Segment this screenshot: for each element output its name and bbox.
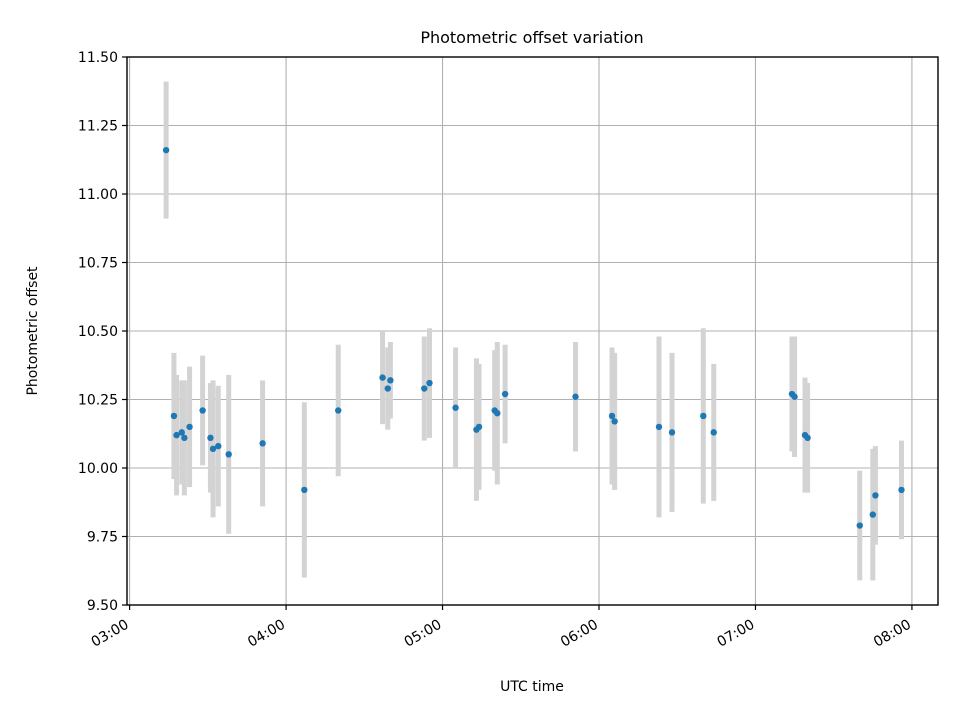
data-point	[225, 451, 232, 458]
y-tick-label: 11.50	[78, 50, 118, 66]
data-point	[452, 404, 459, 411]
data-point	[869, 511, 877, 518]
data-point	[872, 492, 879, 499]
data-point	[186, 423, 193, 431]
data-point	[426, 379, 433, 387]
data-point	[898, 486, 905, 494]
y-tick-label: 10.50	[78, 324, 118, 340]
y-tick-label: 9.50	[87, 598, 118, 614]
data-point	[173, 431, 180, 439]
data-point	[387, 377, 394, 384]
y-tick-label: 10.00	[78, 461, 118, 477]
x-tick-label: 08:00	[871, 617, 914, 651]
data-point	[856, 522, 863, 529]
data-point	[475, 423, 483, 431]
y-tick-label: 10.75	[78, 256, 118, 272]
data-point	[572, 393, 579, 400]
data-point	[209, 445, 217, 453]
y-axis-ticks: 9.50 9.75 10.00 10.25 10.50 10.75 11.00 11.25 11…	[78, 50, 127, 614]
data-point	[421, 385, 428, 392]
data-point	[181, 434, 188, 442]
y-tick-label: 10.25	[78, 393, 118, 409]
data-point	[259, 440, 266, 447]
data-point	[384, 385, 391, 392]
data-point	[162, 146, 170, 154]
x-tick-label: 05:00	[402, 617, 445, 651]
data-point	[215, 442, 222, 450]
x-tick-label: 07:00	[715, 617, 758, 651]
y-tick-label: 11.25	[78, 119, 118, 135]
x-axis-ticks: 03:00 04:00 05:00 06:00 07:00 08:00	[89, 605, 914, 651]
data-point	[791, 393, 798, 400]
data-point	[178, 429, 185, 436]
data-point	[608, 412, 616, 420]
data-points	[162, 146, 905, 529]
y-tick-label: 11.00	[78, 187, 118, 203]
data-point	[655, 423, 663, 431]
data-point	[501, 390, 509, 398]
data-point	[207, 434, 214, 442]
x-axis-label: UTC time	[500, 679, 564, 695]
data-point	[494, 410, 501, 417]
data-point	[379, 374, 386, 381]
y-axis-label: Photometric offset	[25, 266, 41, 396]
x-tick-label: 06:00	[558, 617, 601, 651]
data-point	[668, 429, 676, 436]
data-point	[301, 486, 308, 494]
data-point	[710, 429, 717, 436]
data-point	[611, 418, 618, 425]
data-point	[199, 407, 206, 414]
data-point	[170, 412, 178, 420]
data-point	[700, 412, 707, 420]
x-tick-label: 04:00	[245, 617, 288, 651]
chart-title: Photometric offset variation	[420, 28, 643, 47]
y-tick-label: 9.75	[87, 530, 118, 546]
grid-lines	[127, 56, 938, 606]
x-tick-label: 03:00	[89, 617, 132, 651]
data-point	[335, 407, 342, 414]
data-point	[804, 434, 811, 442]
